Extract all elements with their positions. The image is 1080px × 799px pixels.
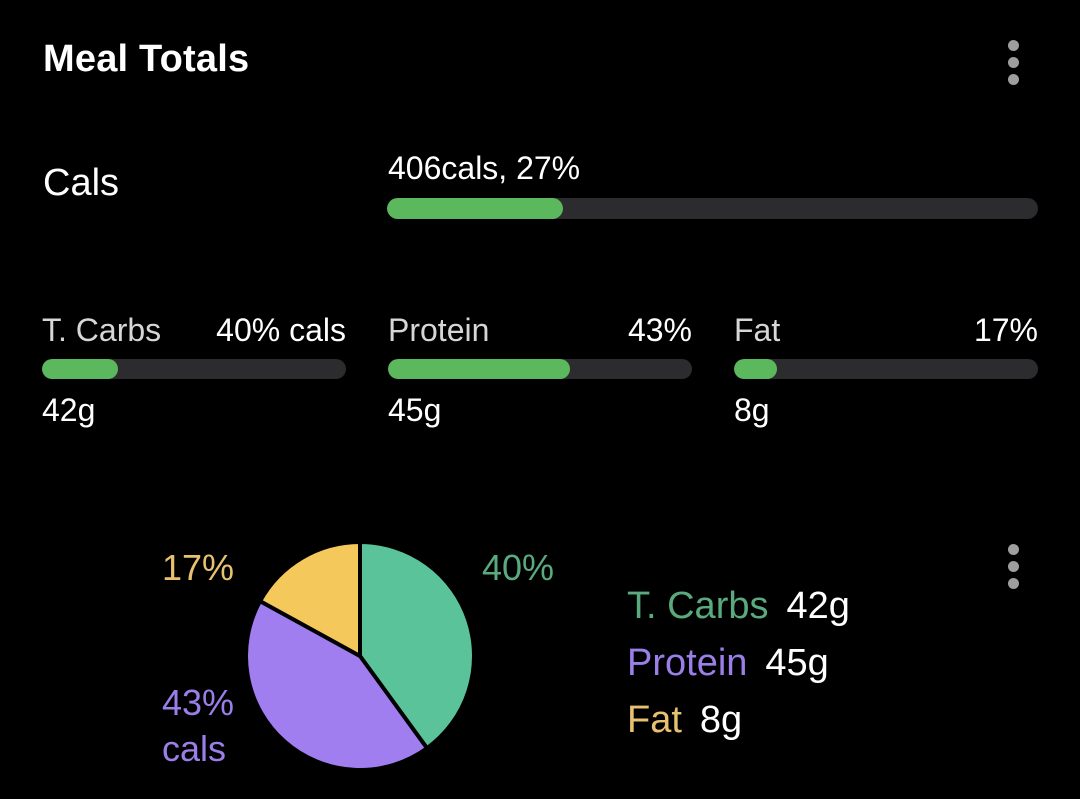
macro-fat-bar: [734, 359, 1038, 379]
legend-item-protein: Protein 45g: [627, 635, 850, 692]
legend-protein-value: 45g: [765, 642, 829, 684]
legend-carbs-value: 42g: [786, 585, 850, 627]
calories-progress-bar: [387, 198, 1038, 219]
page-title: Meal Totals: [43, 38, 250, 80]
pie-label-carbs: 40%: [482, 547, 555, 588]
pie-label-fat: 17%: [162, 547, 235, 588]
macro-protein-label: Protein: [388, 312, 490, 348]
legend-fat-value: 8g: [699, 699, 743, 741]
macro-carbs-fill: [42, 359, 118, 379]
pie-legend: T. Carbs 42g Protein 45g Fat 8g: [627, 578, 850, 749]
calories-progress-fill: [387, 198, 563, 219]
pie-slice-carbs: [358, 540, 476, 751]
calories-value: 406cals, 27%: [388, 150, 581, 186]
pie-slice-protein: [244, 599, 430, 772]
macro-protein-percent: 43%: [627, 312, 692, 348]
pie-label-protein-percent: 43%: [162, 682, 235, 723]
macro-fat-fill: [734, 359, 777, 379]
pie-label-protein-unit: cals: [162, 728, 227, 769]
macro-fat-percent: 17%: [973, 312, 1038, 348]
calories-label: Cals: [43, 162, 120, 204]
macro-fat-grams: 8g: [734, 392, 770, 428]
macro-carbs-label: T. Carbs: [42, 312, 162, 348]
macro-carbs-bar: [42, 359, 346, 379]
pie-slice-fat: [258, 540, 362, 658]
legend-carbs-label: T. Carbs: [627, 585, 769, 627]
macro-pie-chart: [244, 540, 476, 772]
pie-label-protein: 43% cals: [162, 680, 234, 772]
legend-protein-label: Protein: [627, 642, 748, 684]
legend-item-carbs: T. Carbs 42g: [627, 578, 850, 635]
macro-protein-bar: [388, 359, 692, 379]
macro-protein-grams: 45g: [388, 392, 442, 428]
macro-carbs-grams: 42g: [42, 392, 96, 428]
more-vert-icon[interactable]: [1001, 40, 1025, 85]
legend-item-fat: Fat 8g: [627, 692, 850, 749]
legend-fat-label: Fat: [627, 699, 682, 741]
macro-fat-label: Fat: [734, 312, 781, 348]
macro-carbs-percent: 40% cals: [216, 312, 346, 348]
chart-more-vert-icon[interactable]: [1001, 544, 1025, 589]
macro-protein-fill: [388, 359, 571, 379]
